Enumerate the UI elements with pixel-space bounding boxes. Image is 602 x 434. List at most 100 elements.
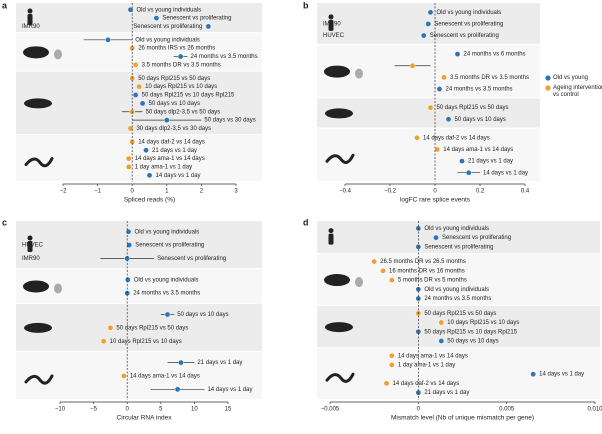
point <box>125 155 132 162</box>
point-label: 14 days ama-1 vs 14 days <box>443 147 513 153</box>
x-tick-label: 0 <box>131 189 135 195</box>
cell-label: IMR90 <box>22 256 40 262</box>
x-axis-label: Mismatch level (Nb of unique mismatch pe… <box>391 415 534 422</box>
x-tick-label: 0.2 <box>476 189 485 195</box>
human-icon <box>328 19 334 31</box>
point <box>100 338 107 345</box>
point-label: 14 days vs 1 day <box>156 173 201 179</box>
x-axis-label: logFC rare splice events <box>400 197 471 204</box>
worm-icon <box>24 374 54 385</box>
human-icon <box>27 14 33 26</box>
point <box>434 146 441 153</box>
human-icon <box>328 14 334 20</box>
panel-label: c <box>2 217 7 227</box>
point-label: 3.5 months DR vs 3.5 months <box>450 75 529 81</box>
fly-icon <box>24 98 52 109</box>
point-label: 14 days daf-2 vs 14 days <box>138 139 205 145</box>
point-label: 21 days vs 1 day <box>197 360 242 366</box>
point-label: Senescent vs proliferating <box>135 243 204 249</box>
point-label: 14 days ama-1 vs 14 days <box>135 156 205 162</box>
x-tick-label: 1 <box>165 189 169 195</box>
cell-label: HUVEC <box>323 33 345 39</box>
point <box>132 62 139 68</box>
group-band <box>317 98 540 128</box>
point <box>409 62 416 69</box>
point-label: 21 days vs 1 day <box>468 159 513 165</box>
point-label: 50 days Rpl215 vs 10 days Rpl215 <box>424 329 517 335</box>
group-band <box>16 269 262 303</box>
point <box>459 158 465 164</box>
x-tick-label: 10 <box>191 407 198 413</box>
panel-label: a <box>2 0 8 10</box>
x-tick-label: −0.005 <box>321 407 340 413</box>
point-label: 50 days Rpl215 vs 50 days <box>116 325 188 331</box>
point-label: 1 day ama-1 vs 1 day <box>398 363 455 369</box>
group-band <box>317 44 540 98</box>
point <box>139 100 146 107</box>
point-label: Old vs young individuals <box>424 287 489 293</box>
point <box>153 15 160 21</box>
point-label: 14 days vs 1 day <box>483 170 528 176</box>
point-label: Senescent vs proliferating <box>133 24 202 30</box>
mouse-icon <box>324 274 350 287</box>
worm-icon <box>325 372 355 383</box>
group-band <box>16 3 262 33</box>
point <box>174 386 181 393</box>
legend-marker <box>545 75 551 81</box>
point-label: 24 months vs 3.5 months <box>446 87 513 93</box>
human-icon <box>328 228 334 234</box>
fly-icon <box>325 108 353 119</box>
group-band <box>16 351 262 399</box>
group-band <box>16 135 262 181</box>
point <box>445 116 452 123</box>
point-label: 30 days dlp2-3,5 vs 30 days <box>136 126 211 132</box>
human-icon <box>27 235 33 241</box>
point-label: Senescent vs proliferating <box>157 256 226 262</box>
mouse-icon <box>23 280 49 293</box>
legend-label: Ageing intervention vs control <box>553 84 602 98</box>
point-label: 14 days ama-1 vs 14 days <box>398 353 468 359</box>
point <box>389 352 395 359</box>
point-label: 16 months DR vs 16 months <box>389 268 465 274</box>
x-axis-label: Spliced reads (%) <box>124 197 175 204</box>
x-tick-label: −0.4 <box>339 189 352 195</box>
point-label: Senescent vs proliferating <box>442 235 511 241</box>
panel-label: d <box>303 217 309 227</box>
point <box>143 147 149 154</box>
group-band <box>317 221 600 254</box>
point-label: Senescent vs proliferating <box>424 244 493 250</box>
point-label: 14 days vs 1 day <box>207 387 252 393</box>
mouse-icon <box>324 65 350 78</box>
legend-label: Old vs young <box>553 74 589 81</box>
point-label: Old vs young individuals <box>136 7 201 13</box>
point <box>465 169 472 176</box>
point <box>205 23 212 30</box>
point <box>414 135 420 141</box>
group-band <box>317 305 600 348</box>
point <box>438 319 445 326</box>
point-label: 14 days daf-2 vs 14 days <box>423 135 490 141</box>
point-label: Old vs young individuals <box>424 226 489 232</box>
point <box>105 37 111 43</box>
cell-label: IMR90 <box>323 22 341 28</box>
organ-icon <box>54 283 62 294</box>
point <box>126 242 133 248</box>
point-label: 50 days Rpl215 vs 50 days <box>424 311 496 317</box>
panel-label: b <box>303 0 309 10</box>
point-label: 10 days Rpl215 vs 10 days <box>447 320 519 326</box>
mouse-icon <box>23 46 49 59</box>
cell-label: HUVEC <box>22 243 44 249</box>
organ-icon <box>54 49 62 60</box>
group-band <box>16 303 262 351</box>
x-tick-label: 3 <box>234 189 238 195</box>
x-tick-label: −0.2 <box>384 189 397 195</box>
point-label: 50 days vs 10 days <box>447 339 498 345</box>
point-label: 10 days Rpl215 vs 10 days <box>110 339 182 345</box>
x-tick-label: 0.005 <box>499 407 515 413</box>
point-label: 14 days vs 1 day <box>539 372 584 378</box>
point-label: 50 days Rpl215 vs 50 days <box>437 105 509 111</box>
point <box>178 359 184 366</box>
point <box>136 83 142 90</box>
x-tick-label: −2 <box>60 189 68 195</box>
